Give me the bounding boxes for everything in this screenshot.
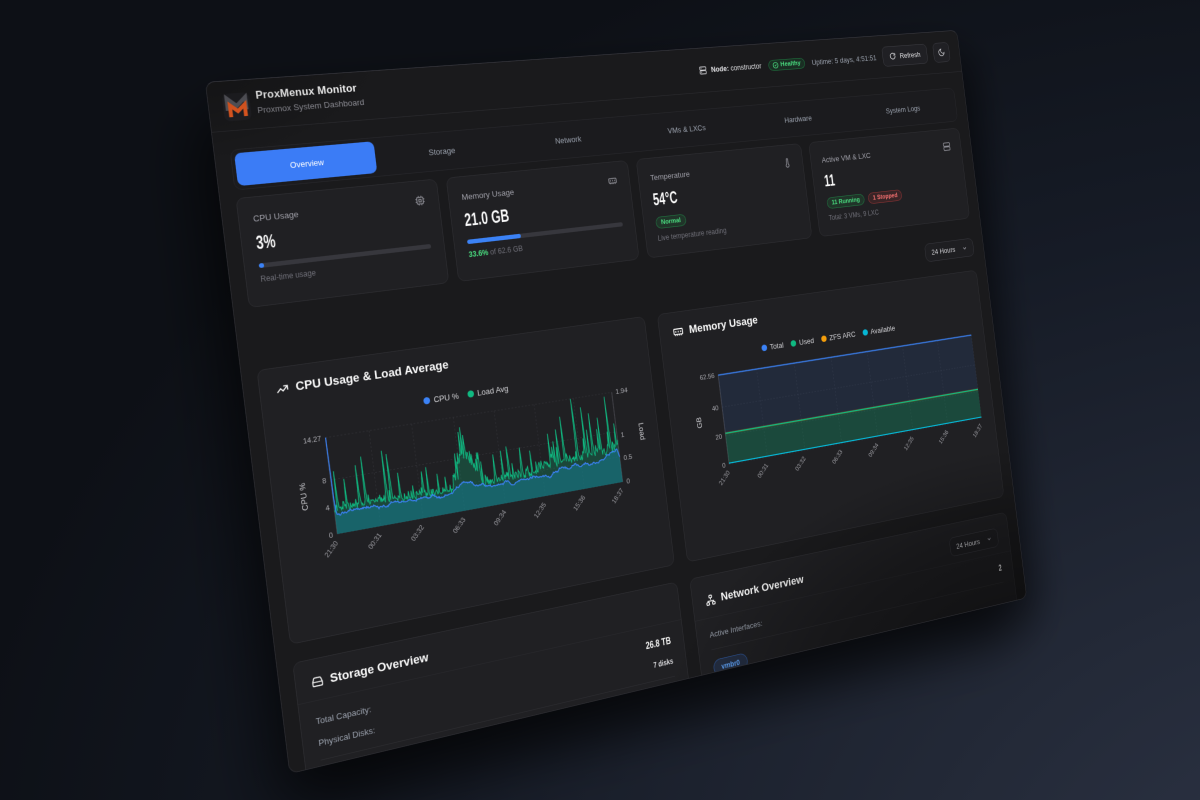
svg-text:09:34: 09:34 [867, 442, 880, 459]
svg-text:12:35: 12:35 [532, 501, 547, 520]
svg-text:14.27: 14.27 [303, 434, 322, 446]
svg-text:03:32: 03:32 [794, 455, 807, 472]
svg-text:09:34: 09:34 [492, 508, 508, 527]
svg-text:4: 4 [325, 503, 331, 512]
svg-text:18:37: 18:37 [610, 487, 625, 505]
svg-text:0.5: 0.5 [623, 452, 633, 462]
svg-text:15:36: 15:36 [572, 494, 587, 513]
svg-text:1: 1 [620, 431, 624, 440]
svg-text:18:37: 18:37 [971, 422, 983, 439]
svg-text:8: 8 [322, 476, 327, 485]
svg-text:06:33: 06:33 [831, 448, 844, 465]
svg-text:40: 40 [712, 404, 719, 413]
svg-text:Load: Load [637, 422, 647, 441]
svg-text:15:36: 15:36 [937, 429, 949, 446]
svg-text:06:33: 06:33 [451, 516, 467, 535]
svg-text:GB: GB [695, 417, 704, 429]
svg-text:03:32: 03:32 [409, 523, 425, 542]
svg-text:0: 0 [722, 461, 726, 469]
svg-text:0: 0 [328, 531, 333, 540]
svg-text:21:30: 21:30 [323, 539, 340, 559]
svg-text:1.94: 1.94 [615, 386, 629, 396]
svg-text:00:31: 00:31 [366, 531, 383, 551]
svg-text:12:35: 12:35 [902, 435, 915, 452]
svg-text:62.56: 62.56 [699, 372, 715, 382]
svg-text:0: 0 [626, 477, 630, 486]
svg-text:CPU %: CPU % [297, 482, 310, 512]
svg-text:20: 20 [715, 433, 722, 442]
svg-text:21:30: 21:30 [717, 469, 731, 487]
svg-text:00:31: 00:31 [756, 462, 770, 480]
